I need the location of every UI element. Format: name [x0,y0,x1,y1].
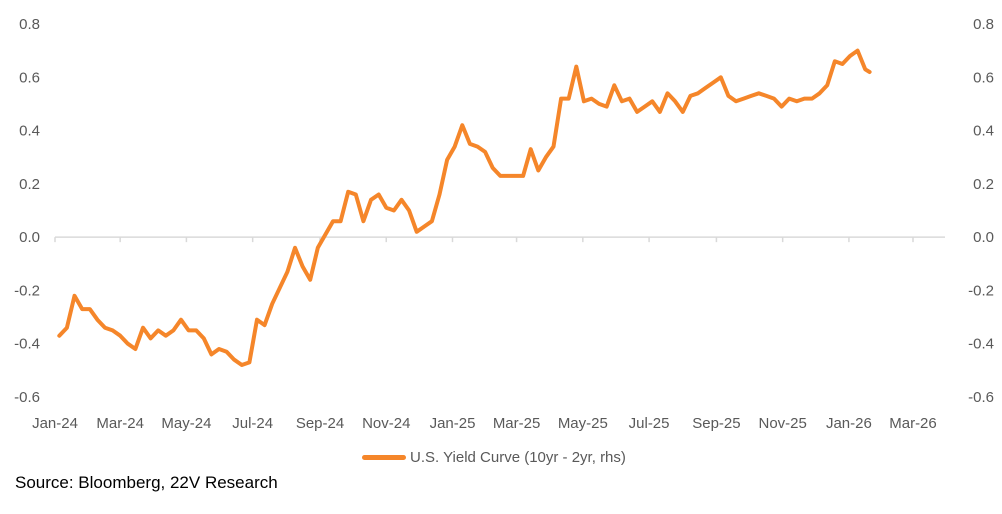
y-axis-right: 0.8 0.6 0.4 0.2 0.0 -0.2 -0.4 -0.6 [968,16,994,406]
x-tick-label: Mar-25 [493,415,541,432]
y-tick-label-right: -0.4 [968,336,994,353]
x-tick-label: Mar-26 [889,415,937,432]
x-tick-label: Jan-25 [430,415,476,432]
x-axis: Jan-24 Mar-24 May-24 Jul-24 Sep-24 Nov-24 Jan-… [32,236,945,432]
x-tick-label: Nov-24 [362,415,410,432]
x-tick-label: May-24 [161,415,211,432]
y-tick-label-left: 0.8 [19,16,40,33]
y-tick-label-left: -0.6 [14,389,40,406]
y-tick-label-right: -0.2 [968,282,994,299]
legend: U.S. Yield Curve (10yr - 2yr, rhs) [362,449,626,466]
x-tick-label: Sep-24 [296,415,344,432]
y-tick-label-right: 0.0 [973,229,994,246]
y-tick-label-left: -0.4 [14,336,40,353]
legend-swatch [362,455,406,460]
x-tick-label: May-25 [558,415,608,432]
y-tick-label-right: 0.2 [973,176,994,193]
y-tick-label-right: -0.6 [968,389,994,406]
y-tick-label-left: 0.6 [19,69,40,86]
x-tick-label: Jan-26 [826,415,872,432]
legend-label: U.S. Yield Curve (10yr - 2yr, rhs) [410,449,626,466]
x-tick-label: Mar-24 [96,415,144,432]
series-layer [57,48,872,367]
y-tick-label-right: 0.8 [973,16,994,33]
y-tick-label-left: 0.2 [19,176,40,193]
source-note: Source: Bloomberg, 22V Research [15,473,278,492]
x-tick-label: Jul-25 [629,415,670,432]
x-tick-label: Sep-25 [692,415,740,432]
y-tick-label-right: 0.4 [973,123,994,140]
y-tick-label-left: -0.2 [14,282,40,299]
y-axis-left: 0.8 0.6 0.4 0.2 0.0 -0.2 -0.4 -0.6 [14,16,40,406]
x-tick-label: Jan-24 [32,415,78,432]
x-tick-label: Nov-25 [758,415,806,432]
series-line-yield-curve [57,48,872,367]
y-tick-label-left: 0.0 [19,229,40,246]
x-tick-label: Jul-24 [232,415,273,432]
y-tick-label-left: 0.4 [19,123,40,140]
y-tick-label-right: 0.6 [973,69,994,86]
